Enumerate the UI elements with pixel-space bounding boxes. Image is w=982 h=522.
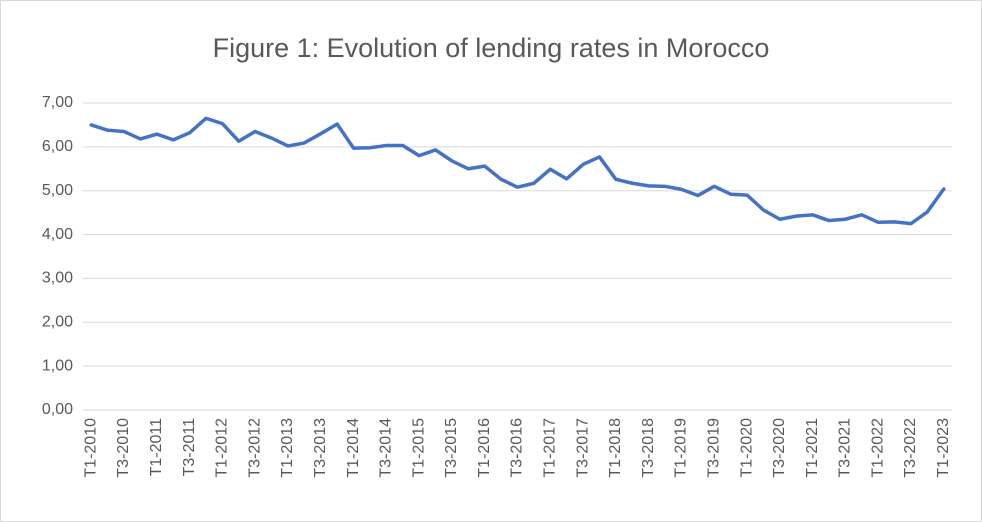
x-tick-label: T1-2016 <box>476 418 493 478</box>
y-tick-label: 0,00 <box>42 401 73 418</box>
x-tick-label: T3-2019 <box>705 418 722 478</box>
chart-title: Figure 1: Evolution of lending rates in … <box>213 33 770 63</box>
y-tick-label: 7,00 <box>42 94 73 111</box>
x-tick-label: T1-2014 <box>345 418 362 478</box>
y-tick-label: 6,00 <box>42 138 73 155</box>
x-tick-label: T3-2011 <box>181 418 198 477</box>
x-tick-label: T1-2022 <box>869 418 886 478</box>
x-tick-label: T1-2023 <box>935 418 952 478</box>
x-tick-label: T1-2021 <box>804 418 821 478</box>
x-tick-label: T3-2017 <box>574 418 591 478</box>
x-tick-label: T1-2010 <box>82 418 99 478</box>
x-tick-label: T3-2014 <box>378 418 395 478</box>
y-tick-label: 3,00 <box>42 270 73 287</box>
x-tick-label: T1-2017 <box>542 418 559 478</box>
y-tick-label: 4,00 <box>42 226 73 243</box>
x-tick-label: T3-2021 <box>837 418 854 478</box>
y-tick-label: 2,00 <box>42 314 73 331</box>
x-tick-label: T1-2012 <box>214 418 231 478</box>
x-tick-label: T3-2022 <box>902 418 919 478</box>
x-tick-label: T3-2013 <box>312 418 329 478</box>
x-tick-label: T3-2010 <box>115 418 132 478</box>
x-tick-label: T3-2020 <box>771 418 788 478</box>
x-tick-label: T1-2019 <box>673 418 690 478</box>
x-tick-label: T1-2011 <box>148 418 165 477</box>
x-tick-label: T3-2012 <box>246 418 263 478</box>
x-tick-label: T3-2016 <box>509 418 526 478</box>
x-tick-label: T1-2015 <box>410 418 427 478</box>
data-line <box>89 116 946 226</box>
x-tick-label: T1-2018 <box>607 418 624 478</box>
x-tick-label: T1-2020 <box>738 418 755 478</box>
y-tick-label: 1,00 <box>42 357 73 374</box>
x-tick-label: T1-2013 <box>279 418 296 478</box>
y-tick-label: 5,00 <box>42 182 73 199</box>
x-tick-label: T3-2018 <box>640 418 657 478</box>
x-tick-label: T3-2015 <box>443 418 460 478</box>
